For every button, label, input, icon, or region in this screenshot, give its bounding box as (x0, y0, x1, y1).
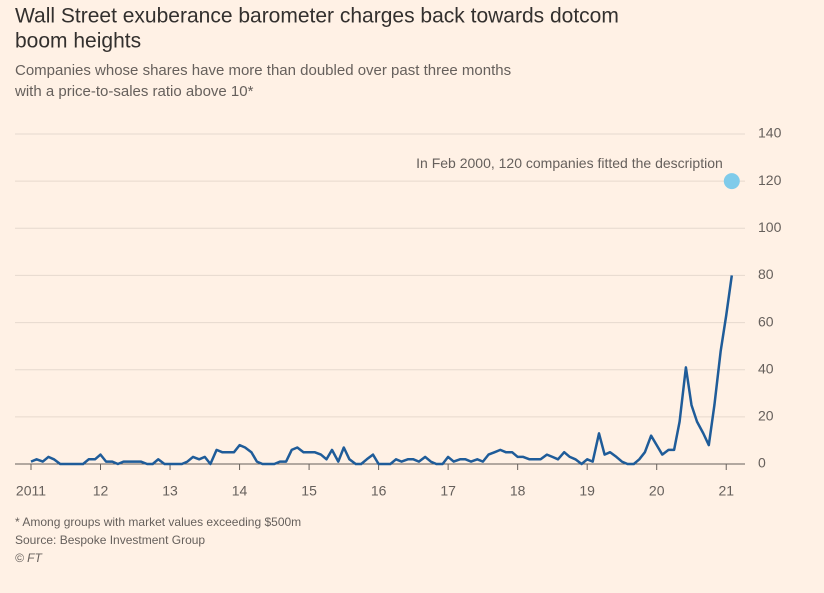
copyright: © FT (15, 551, 44, 565)
y-tick-label: 40 (758, 360, 774, 376)
x-tick-label: 17 (440, 483, 456, 499)
footnote: * Among groups with market values exceed… (15, 515, 301, 529)
x-tick-label: 15 (301, 483, 317, 499)
chart-title: boom heights (15, 30, 141, 53)
chart-title: Wall Street exuberance barometer charges… (15, 5, 619, 28)
y-tick-label: 0 (758, 455, 766, 471)
data-line (30, 275, 734, 466)
y-tick-label: 60 (758, 313, 774, 329)
x-tick-label: 2011 (16, 483, 46, 499)
highlight-dot (723, 173, 740, 190)
x-tick-label: 19 (579, 483, 595, 499)
y-tick-label: 140 (758, 125, 782, 141)
y-tick-label: 20 (758, 408, 774, 424)
chart-subtitle: Companies whose shares have more than do… (15, 62, 511, 79)
x-tick-label: 13 (162, 483, 178, 499)
source: Source: Bespoke Investment Group (15, 533, 205, 547)
y-tick-label: 100 (758, 219, 782, 235)
x-tick-label: 21 (718, 483, 734, 499)
annotation: In Feb 2000, 120 companies fitted the de… (416, 155, 723, 171)
x-tick-label: 12 (93, 483, 109, 499)
x-tick-label: 20 (649, 483, 665, 499)
chart-subtitle: with a price-to-sales ratio above 10* (14, 83, 254, 100)
x-tick-label: 14 (232, 483, 248, 499)
y-tick-label: 80 (758, 266, 774, 282)
y-tick-label: 120 (758, 172, 782, 188)
x-tick-label: 18 (510, 483, 526, 499)
x-tick-label: 16 (371, 483, 387, 499)
